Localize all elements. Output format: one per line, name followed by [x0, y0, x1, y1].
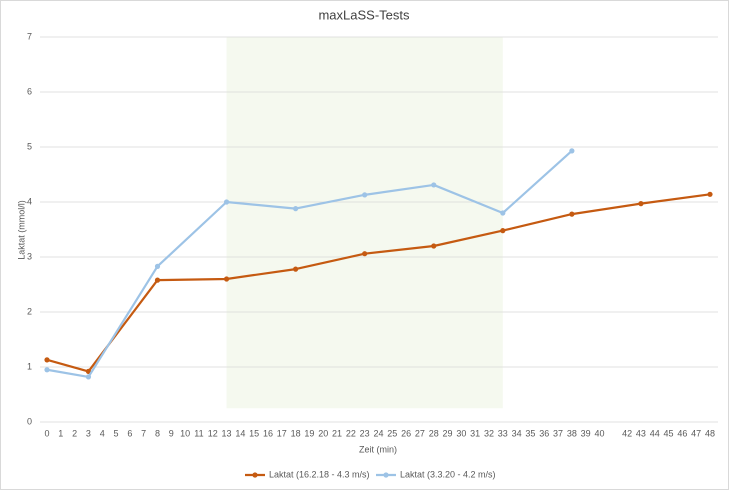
x-tick-label: 22	[346, 428, 356, 438]
x-tick-label: 35	[525, 428, 535, 438]
data-point	[362, 251, 368, 257]
x-tick-label: 46	[677, 428, 687, 438]
x-tick-label: 8	[155, 428, 160, 438]
data-point	[223, 276, 230, 282]
data-point	[707, 191, 713, 197]
y-tick-label: 3	[27, 251, 32, 261]
y-tick-label: 6	[27, 86, 32, 96]
data-point	[362, 192, 368, 198]
x-tick-label: 16	[263, 428, 273, 438]
x-tick-label: 7	[141, 428, 146, 438]
x-tick-label: 5	[114, 428, 119, 438]
y-tick-label: 0	[27, 416, 32, 426]
x-tick-label: 33	[498, 428, 508, 438]
x-tick-label: 45	[664, 428, 674, 438]
x-tick-label: 20	[318, 428, 328, 438]
chart-title: maxLaSS-Tests	[318, 7, 410, 22]
x-tick-label: 4	[100, 428, 105, 438]
data-point	[154, 263, 161, 269]
legend-marker	[383, 472, 389, 478]
x-tick-label: 47	[691, 428, 701, 438]
x-tick-label: 36	[539, 428, 549, 438]
x-tick-label: 42	[622, 428, 632, 438]
y-tick-label: 5	[27, 141, 32, 151]
x-tick-label: 28	[429, 428, 439, 438]
data-point	[223, 199, 230, 205]
x-tick-label: 9	[169, 428, 174, 438]
data-point	[85, 374, 92, 380]
legend-label: Laktat (3.3.20 - 4.2 m/s)	[400, 469, 496, 479]
x-tick-label: 1	[58, 428, 63, 438]
x-tick-label: 25	[387, 428, 397, 438]
x-tick-label: 39	[581, 428, 591, 438]
y-tick-label: 1	[27, 361, 32, 371]
data-point	[500, 210, 506, 216]
x-tick-label: 30	[456, 428, 466, 438]
highlight-band	[226, 37, 503, 409]
y-tick-label: 2	[27, 306, 32, 316]
x-tick-label: 44	[650, 428, 660, 438]
data-point	[431, 182, 437, 188]
y-tick-label: 7	[27, 31, 32, 41]
data-point	[638, 201, 644, 207]
x-tick-label: 40	[594, 428, 604, 438]
x-tick-label: 11	[194, 428, 203, 438]
x-tick-label: 10	[180, 428, 190, 438]
x-tick-label: 18	[291, 428, 301, 438]
x-tick-label: 15	[249, 428, 259, 438]
y-axis-label: Laktat (mmol/l)	[16, 200, 26, 260]
data-point	[431, 243, 437, 249]
x-tick-label: 6	[127, 428, 132, 438]
x-tick-label: 29	[443, 428, 453, 438]
data-point	[569, 211, 575, 217]
x-tick-label: 31	[470, 428, 480, 438]
data-point	[500, 228, 506, 234]
legend-label: Laktat (16.2.18 - 4.3 m/s)	[269, 469, 370, 479]
data-point	[293, 266, 299, 272]
x-tick-label: 37	[553, 428, 563, 438]
data-point	[44, 367, 50, 373]
data-point	[293, 206, 299, 212]
x-tick-label: 38	[567, 428, 577, 438]
x-tick-label: 12	[208, 428, 218, 438]
x-tick-label: 3	[86, 428, 91, 438]
x-tick-label: 14	[235, 428, 245, 438]
x-tick-label: 26	[401, 428, 411, 438]
x-tick-label: 27	[415, 428, 425, 438]
y-tick-label: 4	[27, 196, 32, 206]
x-tick-label: 48	[705, 428, 715, 438]
x-tick-label: 0	[44, 428, 49, 438]
x-tick-label: 13	[222, 428, 232, 438]
data-point	[569, 148, 575, 154]
x-tick-label: 34	[512, 428, 522, 438]
x-tick-label: 43	[636, 428, 646, 438]
x-tick-label: 2	[72, 428, 77, 438]
x-tick-label: 19	[304, 428, 314, 438]
x-tick-label: 32	[484, 428, 494, 438]
x-tick-label: 21	[332, 428, 342, 438]
x-tick-label: 24	[373, 428, 383, 438]
data-point	[44, 357, 50, 363]
data-point	[85, 368, 92, 374]
data-point	[154, 277, 161, 283]
x-tick-label: 23	[360, 428, 370, 438]
x-axis-label: Zeit (min)	[359, 444, 397, 454]
x-tick-label: 17	[277, 428, 287, 438]
legend-marker	[252, 472, 258, 478]
